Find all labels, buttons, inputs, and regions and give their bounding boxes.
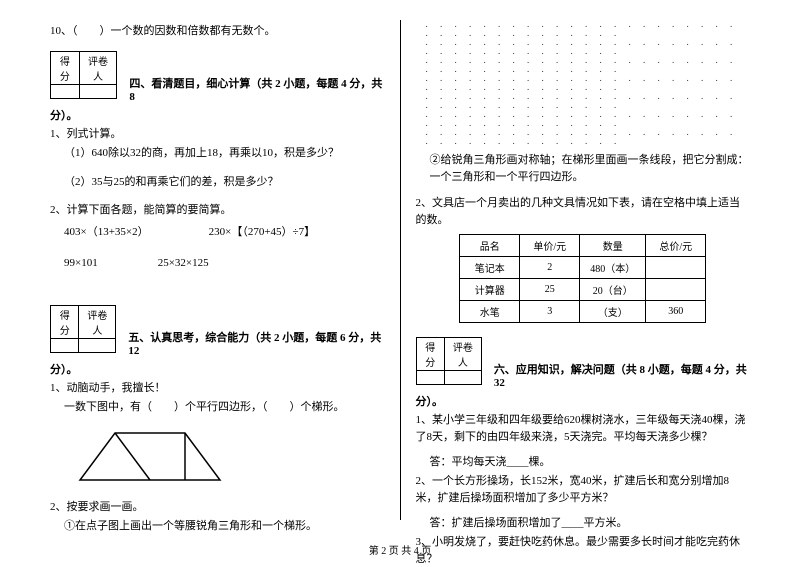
cell: 笔记本 (460, 257, 520, 279)
section4-end: 分）。 (50, 107, 385, 123)
s5q1a: 一数下图中，有（ ）个平行四边形，（ ）个梯形。 (50, 399, 385, 416)
th-name: 品名 (460, 235, 520, 257)
section5-header: 得分 评卷人 五、认真思考，综合能力（共 2 小题，每题 6 分，共 12 (50, 297, 385, 357)
score-label: 得分 (51, 305, 79, 338)
grader-cell[interactable] (79, 84, 117, 98)
section4-title: 四、看清题目，细心计算（共 2 小题，每题 4 分，共 8 (129, 75, 384, 103)
dot-grid: . . . . . . . . . . . . . . . . . . . . … (426, 20, 751, 146)
s6intro: 2、文具店一个月卖出的几种文具情况如下表，请在空格中填上适当的数。 (416, 195, 751, 228)
grader-label: 评卷人 (79, 51, 117, 84)
table-row: 笔记本 2 480（本） (460, 257, 706, 279)
grader-cell[interactable] (444, 371, 481, 385)
a6-1: 答：平均每天浇____棵。 (430, 453, 751, 469)
th-qty: 数量 (580, 235, 646, 257)
score-box-4: 得分 评卷人 (50, 51, 117, 99)
s4q1: 1、列式计算。 (50, 126, 385, 143)
s5q2a: ①在点子图上画出一个等腰锐角三角形和一个梯形。 (50, 518, 385, 535)
page-footer: 第 2 页 共 4 页 (0, 542, 800, 557)
trapezoid-figure (70, 425, 230, 487)
s5q2: 2、按要求画一画。 (50, 499, 385, 516)
th-price: 单价/元 (520, 235, 580, 257)
cell: 25 (520, 279, 580, 301)
section6-end: 分）。 (416, 393, 751, 409)
stationery-table: 品名 单价/元 数量 总价/元 笔记本 2 480（本） 计算器 25 20（台… (459, 234, 706, 323)
q10-text: 10、（ ）一个数的因数和倍数都有无数个。 (50, 23, 385, 40)
s4q1a: （1）640除以32的商，再加上18，再乘以10，积是多少？ (50, 145, 385, 162)
score-box-6: 得分 评卷人 (416, 337, 482, 385)
a6-2: 答：扩建后操场面积增加了____平方米。 (430, 514, 751, 530)
cell: 3 (520, 301, 580, 323)
s4q2c: 99×101 (64, 257, 98, 269)
s4q2b: 230×【（270+45）÷7】 (209, 223, 315, 239)
score-label: 得分 (51, 51, 80, 84)
section5-end: 分）。 (50, 361, 385, 377)
cell: 20（台） (580, 279, 646, 301)
score-label: 得分 (416, 338, 444, 371)
section4-header: 得分 评卷人 四、看清题目，细心计算（共 2 小题，每题 4 分，共 8 (50, 43, 385, 103)
cell[interactable] (646, 257, 706, 279)
q6-1: 1、某小学三年级和四年级要给620棵树浇水，三年级每天浇40棵，浇了8天，剩下的… (416, 412, 751, 445)
cell[interactable]: （支） (580, 301, 646, 323)
section5-title: 五、认真思考，综合能力（共 2 小题，每题 6 分，共 12 (128, 329, 384, 357)
grader-cell[interactable] (79, 338, 116, 352)
score-cell[interactable] (51, 338, 79, 352)
table-row: 水笔 3 （支） 360 (460, 301, 706, 323)
section6-header: 得分 评卷人 六、应用知识，解决问题（共 8 小题，每题 4 分，共 32 (416, 329, 751, 389)
score-box-5: 得分 评卷人 (50, 305, 116, 353)
cell: 2 (520, 257, 580, 279)
section6-title: 六、应用知识，解决问题（共 8 小题，每题 4 分，共 32 (494, 361, 750, 389)
s4q1b: （2）35与25的和再乘它们的差，积是多少？ (50, 174, 385, 191)
cell: 水笔 (460, 301, 520, 323)
s4q2a: 403×（13+35×2） (64, 223, 149, 239)
q6-2: 2、一个长方形操场，长152米，宽40米，扩建后长和宽分别增加8米，扩建后操场面… (416, 473, 751, 506)
grader-label: 评卷人 (444, 338, 481, 371)
s4q2d: 25×32×125 (158, 257, 209, 269)
score-cell[interactable] (416, 371, 444, 385)
grader-label: 评卷人 (79, 305, 116, 338)
score-cell[interactable] (51, 84, 80, 98)
cell[interactable] (646, 279, 706, 301)
s5q1: 1、动脑动手，我擅长！ (50, 380, 385, 397)
s4q2: 2、计算下面各题，能简算的要简算。 (50, 202, 385, 219)
th-total: 总价/元 (646, 235, 706, 257)
cell: 360 (646, 301, 706, 323)
table-row: 计算器 25 20（台） (460, 279, 706, 301)
s5q2b: ②给锐角三角形画对称轴；在梯形里面画一条线段，把它分割成：一个三角形和一个平行四… (416, 152, 751, 185)
cell: 480（本） (580, 257, 646, 279)
cell: 计算器 (460, 279, 520, 301)
